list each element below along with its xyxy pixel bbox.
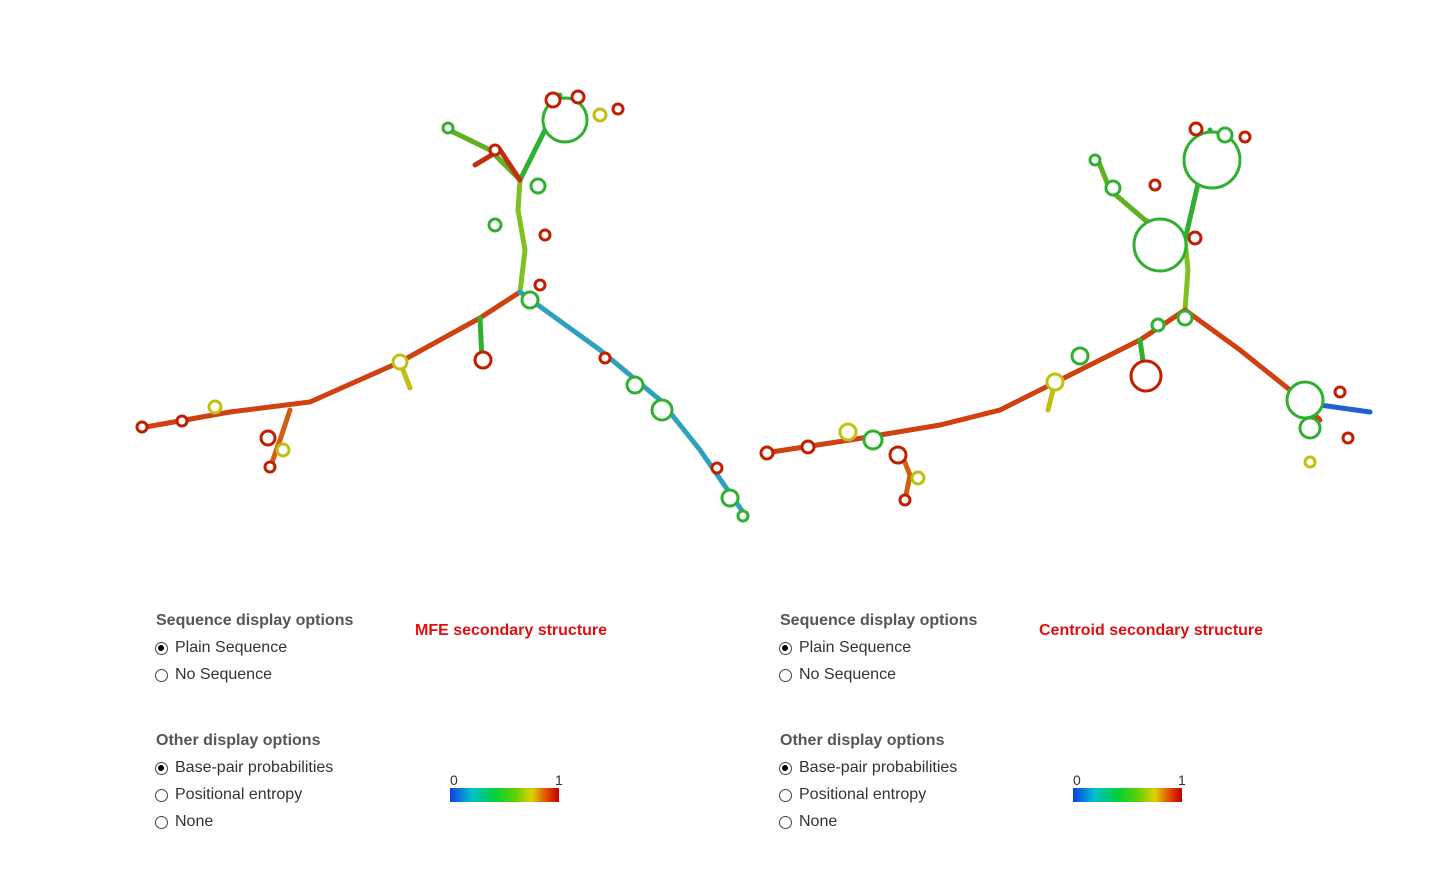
option-positional-entropy[interactable]: Positional entropy (779, 785, 926, 805)
option-positional-entropy[interactable]: Positional entropy (155, 785, 302, 805)
option-label: None (799, 813, 838, 830)
scale-min-label: 0 (1073, 772, 1081, 788)
radio-selected-icon[interactable] (779, 641, 792, 655)
option-no-sequence[interactable]: No Sequence (779, 665, 896, 685)
radio-unselected-icon[interactable] (779, 788, 792, 802)
color-gradient-bar (1073, 788, 1182, 802)
other-display-heading: Other display options (156, 732, 321, 749)
option-label: Positional entropy (175, 786, 303, 803)
mfe-loops (135, 89, 750, 523)
option-base-pair-probabilities[interactable]: Base-pair probabilities (779, 758, 957, 778)
mfe-structure-diagram (135, 89, 750, 523)
radio-selected-icon[interactable] (155, 761, 168, 775)
option-none[interactable]: None (155, 812, 213, 832)
option-label: No Sequence (175, 666, 272, 683)
color-gradient-bar (450, 788, 559, 802)
option-plain-sequence[interactable]: Plain Sequence (155, 638, 287, 658)
option-none[interactable]: None (779, 812, 837, 832)
radio-unselected-icon[interactable] (779, 668, 792, 682)
radio-unselected-icon[interactable] (155, 668, 168, 682)
radio-unselected-icon[interactable] (155, 815, 168, 829)
centroid-backbone-paths (762, 127, 1373, 503)
option-plain-sequence[interactable]: Plain Sequence (779, 638, 911, 658)
option-label: No Sequence (799, 666, 896, 683)
option-base-pair-probabilities[interactable]: Base-pair probabilities (155, 758, 333, 778)
radio-unselected-icon[interactable] (155, 788, 168, 802)
option-label: Positional entropy (799, 786, 927, 803)
mfe-color-scale: 0 1 (450, 772, 563, 804)
radio-selected-icon[interactable] (779, 761, 792, 775)
centroid-structure-diagram (759, 121, 1373, 507)
mfe-structure-title: MFE secondary structure (415, 622, 608, 639)
option-label: None (175, 813, 214, 830)
scale-max-label: 1 (555, 772, 563, 788)
radio-selected-icon[interactable] (155, 641, 168, 655)
structure-canvas (135, 89, 1373, 523)
sequence-display-heading: Sequence display options (156, 612, 354, 629)
centroid-structure-title: Centroid secondary structure (1039, 622, 1264, 639)
mfe-backbone-paths (137, 92, 748, 518)
option-label: Base-pair probabilities (799, 759, 958, 776)
centroid-loops (759, 121, 1355, 507)
radio-unselected-icon[interactable] (779, 815, 792, 829)
sequence-display-heading: Sequence display options (780, 612, 978, 629)
centroid-options-panel: Sequence display options Plain Sequence … (779, 600, 1379, 860)
option-no-sequence[interactable]: No Sequence (155, 665, 272, 685)
option-label: Base-pair probabilities (175, 759, 334, 776)
mfe-options-panel: Sequence display options Plain Sequence … (155, 600, 755, 860)
other-display-heading: Other display options (780, 732, 945, 749)
centroid-color-scale: 0 1 (1073, 772, 1186, 804)
scale-min-label: 0 (450, 772, 458, 788)
option-label: Plain Sequence (175, 639, 288, 656)
scale-max-label: 1 (1178, 772, 1186, 788)
option-label: Plain Sequence (799, 639, 912, 656)
